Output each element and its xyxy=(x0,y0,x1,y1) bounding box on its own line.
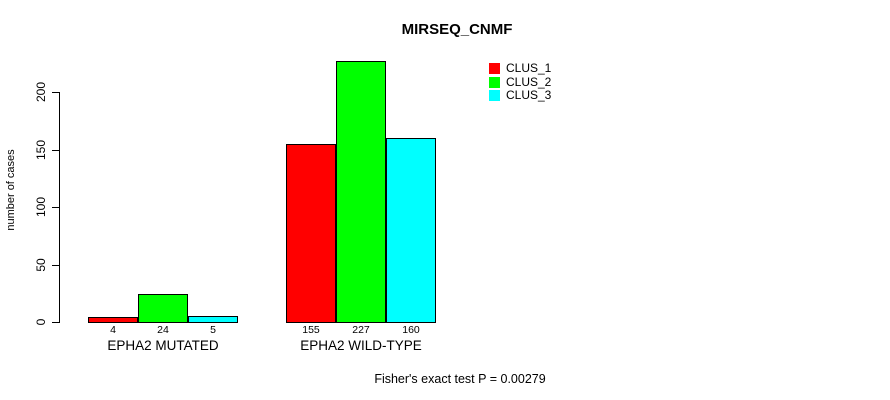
bar-value-label: 155 xyxy=(302,324,320,336)
bar-value-label: 24 xyxy=(157,324,169,336)
legend-item: CLUS_1 xyxy=(489,61,552,75)
category-label: EPHA2 WILD-TYPE xyxy=(300,338,422,353)
bar-clus_1-1 xyxy=(88,317,138,323)
bar-clus_2-2 xyxy=(336,61,386,323)
y-tick-label: 0 xyxy=(34,318,48,326)
y-axis-tick xyxy=(52,150,59,151)
y-tick-label: 150 xyxy=(34,139,48,161)
legend-swatch-clus_3 xyxy=(489,90,500,101)
bar-clus_1-2 xyxy=(286,144,336,323)
legend-item: CLUS_2 xyxy=(489,74,552,89)
y-axis-tick xyxy=(52,322,59,323)
legend-swatch-clus_1 xyxy=(489,63,500,74)
y-axis-line xyxy=(59,92,60,323)
y-axis-title: number of cases xyxy=(5,149,17,231)
y-tick-label: 50 xyxy=(34,258,48,272)
y-axis-tick xyxy=(52,207,59,208)
legend-label: CLUS_1 xyxy=(506,61,552,75)
category-label: EPHA2 MUTATED xyxy=(107,338,219,353)
bar-value-label: 5 xyxy=(210,324,216,336)
bar-value-label: 227 xyxy=(352,324,370,336)
annotation-text: Fisher's exact test P = 0.00279 xyxy=(374,372,546,386)
bar-clus_3-1 xyxy=(188,316,238,323)
bar-value-label: 4 xyxy=(110,324,116,336)
legend-item: CLUS_3 xyxy=(489,88,552,102)
chart-title: MIRSEQ_CNMF xyxy=(401,21,513,38)
bar-clus_3-2 xyxy=(386,138,436,323)
bar-clus_2-1 xyxy=(138,294,188,323)
y-axis-tick xyxy=(52,92,59,93)
y-tick-label: 100 xyxy=(34,196,48,218)
legend-swatch-clus_2 xyxy=(489,76,500,88)
legend-label: CLUS_3 xyxy=(506,88,552,102)
y-axis-tick xyxy=(52,265,59,266)
bar-value-label: 160 xyxy=(402,324,420,336)
legend-label: CLUS_2 xyxy=(506,74,552,89)
y-tick-label: 200 xyxy=(34,81,48,103)
legend: CLUS_1 CLUS_2 CLUS_3 xyxy=(489,61,552,102)
